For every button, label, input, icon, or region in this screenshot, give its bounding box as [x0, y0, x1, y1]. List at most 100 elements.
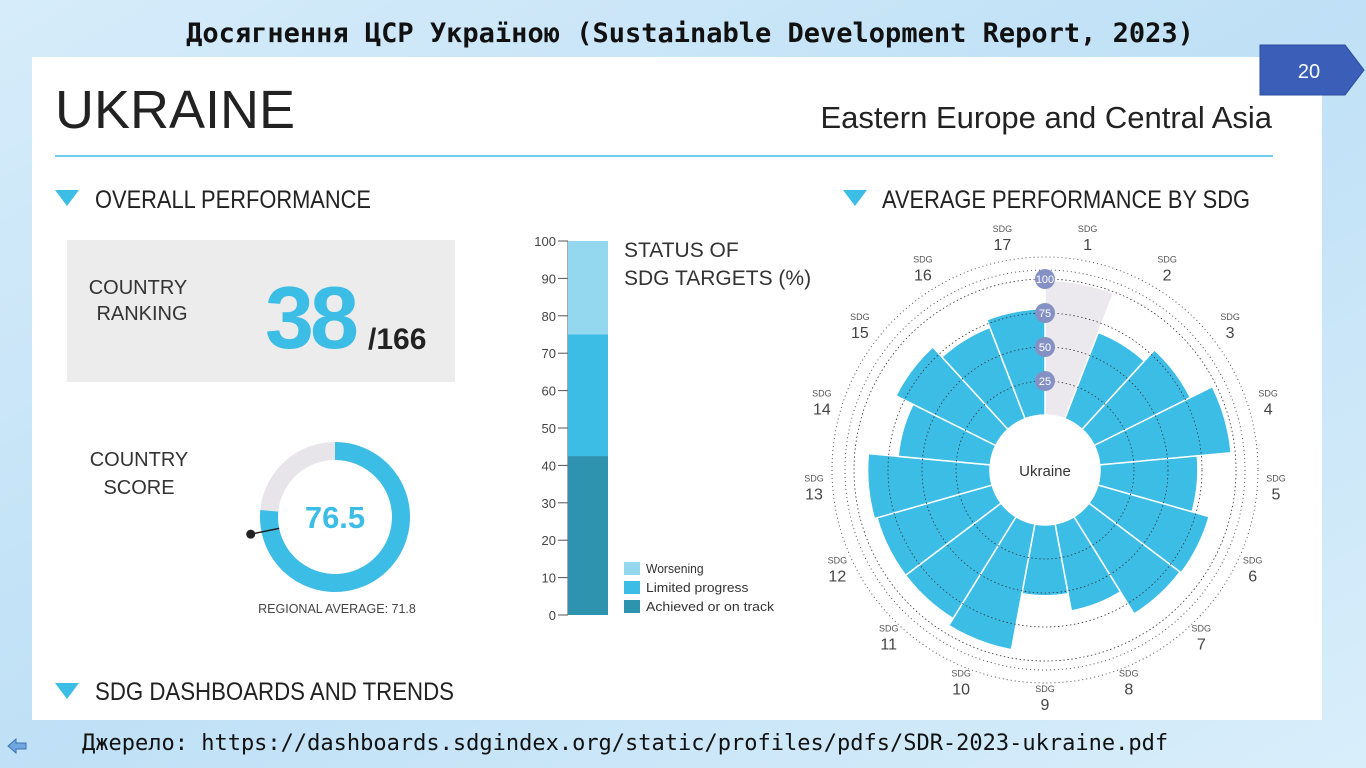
tick-label: 50 [1039, 342, 1051, 354]
category-label: 10 [952, 681, 970, 698]
polar-bar [1093, 385, 1232, 466]
category-label: 15 [851, 325, 869, 342]
section-title: SDG DASHBOARDS AND TRENDS [95, 678, 454, 706]
reference-dot [246, 529, 256, 539]
outer-ring [831, 256, 1259, 684]
category-label: 8 [1124, 681, 1133, 698]
reference-label: REGIONAL AVERAGE: 71.8 [258, 602, 416, 616]
y-tick-label: 60 [542, 384, 556, 399]
tick-label: 75 [1039, 308, 1051, 320]
score-value: 76.5 [305, 500, 365, 535]
y-tick-label: 40 [542, 458, 556, 473]
legend-swatch [624, 581, 640, 594]
category-prefix: SDG [1192, 623, 1212, 633]
bar-segment [568, 241, 608, 335]
category-prefix: SDG [1157, 255, 1177, 265]
category-label: 2 [1163, 268, 1172, 285]
category-prefix: SDG [1266, 473, 1286, 483]
section-title: AVERAGE PERFORMANCE BY SDG [882, 186, 1250, 214]
rank-total: /166 [368, 323, 426, 356]
category-label: 17 [993, 237, 1011, 254]
legend-swatch [624, 562, 640, 575]
back-button[interactable] [7, 737, 27, 755]
category-label: 1 [1083, 237, 1092, 254]
category-label: 5 [1272, 486, 1281, 503]
grid-ring [955, 380, 1135, 560]
category-label: 9 [1041, 697, 1050, 714]
category-label: 4 [1264, 402, 1273, 419]
category-label: 13 [805, 486, 823, 503]
category-prefix: SDG [951, 668, 971, 678]
legend-label: Achieved or on track [646, 599, 775, 614]
grid-ring [853, 278, 1237, 662]
tick-badge [1035, 337, 1055, 357]
source: Джерело: https://dashboards.sdgindex.org… [82, 731, 1168, 756]
y-tick-label: 30 [542, 496, 556, 511]
legend-label: Limited progress [646, 580, 749, 595]
chart-title: SDG TARGETS (%) [624, 267, 811, 290]
category-prefix: SDG [1220, 312, 1240, 322]
polar-bar [1087, 484, 1211, 574]
category-label: 11 [880, 636, 897, 653]
tick-badge [1035, 303, 1055, 323]
category-prefix: SDG [812, 389, 832, 399]
legend-swatch [624, 600, 640, 613]
category-label: 16 [914, 268, 932, 285]
section-icon [55, 190, 79, 206]
y-tick-label: 20 [542, 533, 556, 548]
tick-label: 25 [1039, 376, 1051, 388]
donut-arc [260, 442, 410, 592]
y-tick-label: 100 [534, 234, 556, 249]
grid-ring [921, 346, 1169, 594]
category-prefix: SDG [804, 473, 824, 483]
category-label: 7 [1197, 636, 1206, 653]
category-prefix: SDG [1078, 224, 1098, 234]
score-label: COUNTRY [90, 449, 189, 471]
tick-label: 100 [1036, 274, 1054, 286]
polar-bar [894, 345, 1010, 447]
rank: 38 [265, 268, 357, 367]
chart-title: STATUS OF [624, 239, 739, 262]
category-label: 12 [828, 568, 846, 585]
category-label: 14 [813, 402, 831, 419]
category-prefix: SDG [850, 312, 870, 322]
page-number: 20 [1298, 61, 1320, 83]
bar-segment [568, 334, 608, 457]
center-label: Ukraine [1019, 463, 1071, 480]
section-icon [55, 683, 79, 699]
outer-ring [844, 269, 1246, 671]
legend-label: Worsening [646, 561, 704, 576]
category-label: 3 [1226, 325, 1235, 342]
category-prefix: SDG [1119, 668, 1139, 678]
category-prefix: SDG [1035, 684, 1055, 694]
category-prefix: SDG [1258, 389, 1278, 399]
ranking-box [67, 240, 455, 382]
grid-ring [887, 312, 1203, 628]
y-tick-label: 50 [542, 421, 556, 436]
polar-bar [866, 452, 994, 520]
bar-segment [568, 456, 608, 615]
reference-line [250, 527, 280, 535]
polar-bar [1044, 279, 1115, 420]
polar-bar [947, 515, 1036, 651]
center-disc [991, 416, 1099, 524]
page-badge [1259, 44, 1365, 96]
ranking-label: COUNTRY [89, 277, 188, 299]
category-prefix: SDG [993, 224, 1013, 234]
section-title: OVERALL PERFORMANCE [95, 186, 371, 214]
ranking-label: RANKING [96, 303, 187, 325]
tick-badge [1035, 371, 1055, 391]
category-label: 6 [1248, 568, 1257, 585]
y-tick-label: 90 [542, 271, 556, 286]
category-prefix: SDG [828, 555, 848, 565]
slide-title: Досягнення ЦСР Україною (Sustainable Dev… [186, 18, 1194, 49]
category-prefix: SDG [879, 623, 899, 633]
region-name: Eastern Europe and Central Asia [821, 100, 1273, 135]
category-prefix: SDG [1243, 555, 1263, 565]
category-prefix: SDG [913, 255, 933, 265]
y-tick-label: 70 [542, 346, 556, 361]
polar-bar [1072, 502, 1182, 615]
section-icon [843, 190, 867, 206]
